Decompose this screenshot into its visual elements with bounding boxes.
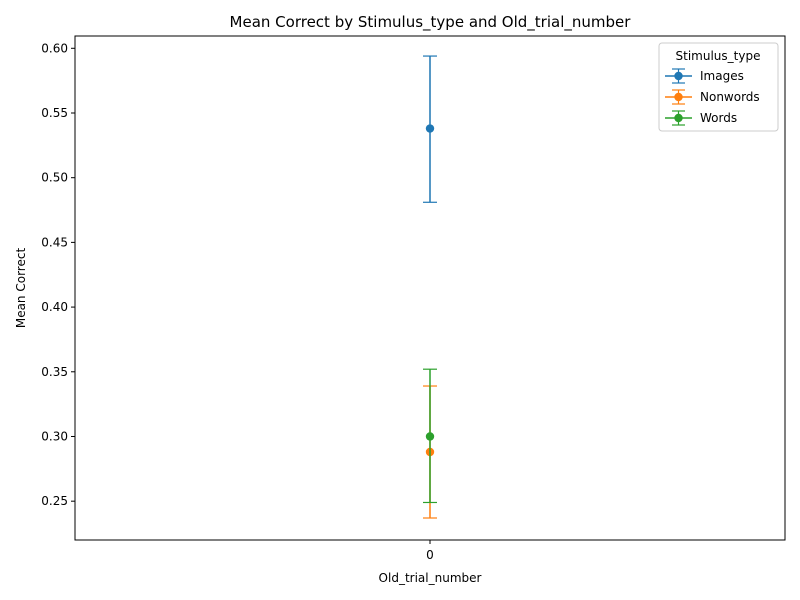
x-axis: 0 — [426, 540, 434, 562]
legend-label: Images — [700, 69, 744, 83]
legend-box — [658, 42, 779, 132]
y-tick-label: 0.25 — [41, 494, 68, 508]
legend-item-words: Words — [665, 110, 737, 126]
y-tick-label: 0.40 — [41, 300, 68, 314]
series-layer — [423, 55, 437, 519]
y-axis-label: Mean Correct — [14, 248, 28, 329]
y-tick-label: 0.55 — [41, 106, 68, 120]
legend-marker — [674, 71, 683, 81]
legend-marker — [674, 113, 683, 123]
legend: Stimulus_type Images Nonwords Words — [658, 42, 779, 132]
legend-label: Words — [700, 111, 737, 125]
data-point — [425, 124, 435, 133]
y-tick-label: 0.45 — [41, 235, 68, 249]
x-axis-label: Old_trial_number — [379, 571, 482, 585]
legend-label: Nonwords — [700, 90, 760, 104]
chart-title: Mean Correct by Stimulus_type and Old_tr… — [230, 13, 632, 32]
y-tick-label: 0.50 — [41, 171, 68, 185]
legend-item-images: Images — [665, 68, 744, 84]
y-tick-label: 0.60 — [41, 41, 68, 55]
series-images — [423, 55, 437, 203]
legend-marker — [674, 92, 683, 102]
y-tick-label: 0.35 — [41, 365, 68, 379]
y-tick-label: 0.30 — [41, 429, 68, 443]
data-point — [425, 432, 435, 441]
legend-title: Stimulus_type — [676, 49, 761, 63]
y-axis: 0.25 0.30 0.35 0.40 0.45 0.50 0.55 0.60 — [41, 41, 75, 508]
series-words — [423, 368, 437, 504]
x-tick-label: 0 — [426, 548, 434, 562]
legend-item-nonwords: Nonwords — [665, 89, 760, 105]
